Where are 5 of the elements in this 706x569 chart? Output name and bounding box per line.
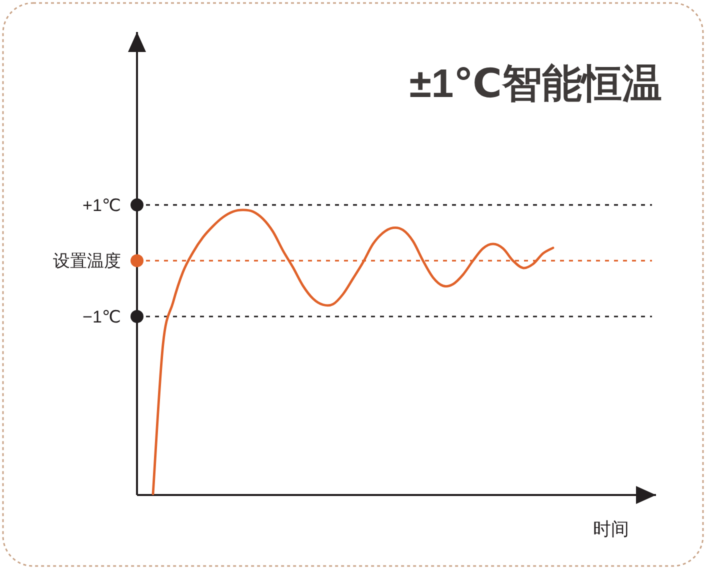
y-tick-label: +1℃ xyxy=(82,196,121,215)
y-tick-label: −1℃ xyxy=(82,307,121,326)
x-axis-title: 时间 xyxy=(593,519,629,539)
y-tick-label: 设置温度 xyxy=(53,252,121,271)
text: ±1℃智能恒温 xyxy=(409,62,662,106)
